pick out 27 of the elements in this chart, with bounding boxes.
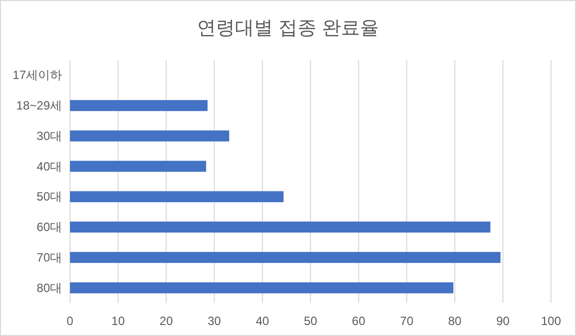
y-tick-label: 60대 bbox=[36, 220, 62, 234]
bar bbox=[70, 100, 208, 112]
y-tick-label: 17세이하 bbox=[12, 68, 62, 82]
x-tick-label: 70 bbox=[400, 314, 414, 328]
y-tick-label: 80대 bbox=[36, 280, 62, 295]
bar bbox=[70, 160, 206, 172]
x-tick-label: 60 bbox=[352, 314, 366, 328]
x-tick-label: 80 bbox=[448, 314, 462, 328]
x-tick-label: 40 bbox=[256, 314, 270, 328]
y-tick-label: 50대 bbox=[36, 190, 62, 204]
x-tick-label: 90 bbox=[496, 314, 510, 328]
y-tick-label: 70대 bbox=[36, 250, 62, 264]
x-tick-label: 0 bbox=[66, 314, 74, 328]
x-tick-label: 100 bbox=[540, 314, 562, 328]
x-tick-label: 50 bbox=[304, 314, 318, 328]
x-tick-label: 10 bbox=[111, 314, 126, 328]
bar bbox=[70, 191, 284, 202]
chart-title: 연령대별 접종 완료율 bbox=[197, 18, 379, 39]
bar bbox=[70, 282, 454, 294]
y-tick-label: 40대 bbox=[36, 159, 62, 174]
bar bbox=[70, 252, 500, 263]
bar bbox=[70, 130, 230, 142]
x-tick-label: 20 bbox=[160, 314, 174, 328]
y-tick-label: 30대 bbox=[36, 128, 62, 143]
x-tick-label: 30 bbox=[208, 314, 222, 328]
bar bbox=[70, 222, 490, 233]
y-tick-label: 18~29세 bbox=[16, 98, 62, 113]
